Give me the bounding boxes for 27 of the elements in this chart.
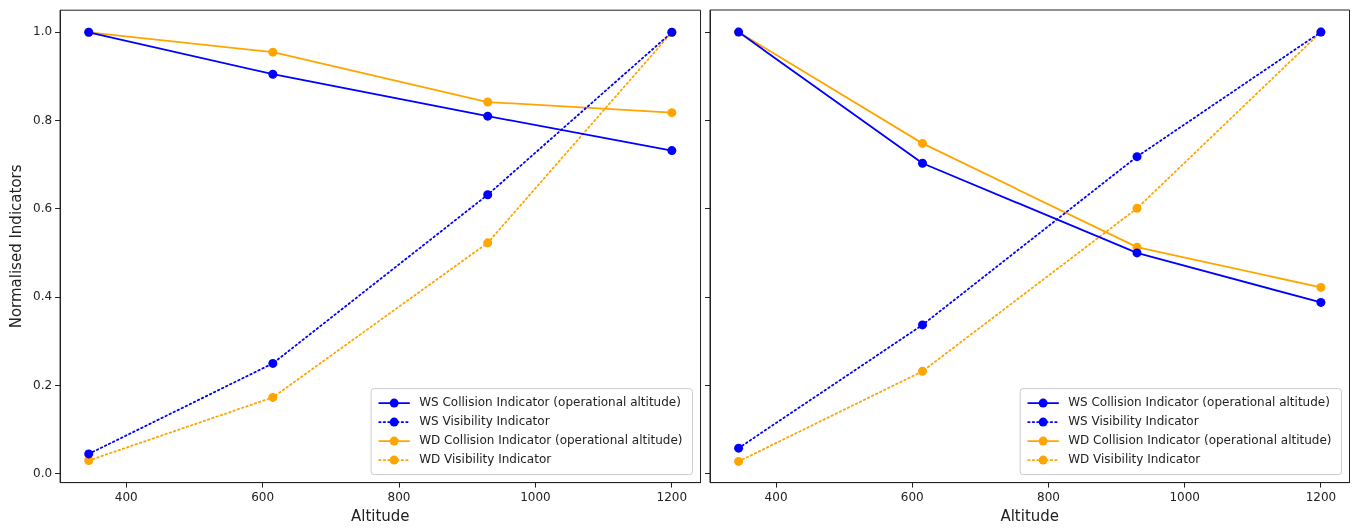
legend-label: WS Visibility Indicator [419,414,550,429]
x-tick-label: 800 [387,489,411,504]
legend-label: WD Collision Indicator (operational altitude) [1068,433,1332,448]
x-tick-label: 1000 [520,489,551,504]
x-tick-label: 600 [251,489,275,504]
y-tick-label: 0.4 [32,289,53,304]
x-tick-label: 400 [764,489,788,504]
y-axis-title: Normalised Indicators [6,164,25,329]
x-tick-label: 600 [900,489,924,504]
legend-label: WS Collision Indicator (operational altitude) [419,395,681,410]
x-tick-label: 400 [114,489,138,504]
x-tick-label: 1200 [656,489,688,504]
y-tick-label: 0.8 [32,112,53,127]
legend-label: WD Visibility Indicator [1068,452,1201,467]
legend-label: WS Visibility Indicator [1068,414,1199,429]
x-axis-title: Altitude [1000,506,1060,525]
y-tick-label: 1.0 [32,24,53,39]
x-axis-title: Altitude [350,506,410,525]
x-tick-label: 800 [1037,489,1060,504]
legend-label: WD Collision Indicator (operational altitude) [419,433,683,448]
y-tick-label: 0.6 [32,201,53,215]
legend-label: WD Visibility Indicator [419,452,552,467]
legend-label: WS Collision Indicator (operational altitude) [1068,395,1330,410]
y-tick-label: 0.0 [32,465,53,480]
x-tick-label: 1000 [1169,489,1200,504]
y-tick-label: 0.2 [32,377,53,392]
x-tick-label: 1200 [1305,489,1337,504]
